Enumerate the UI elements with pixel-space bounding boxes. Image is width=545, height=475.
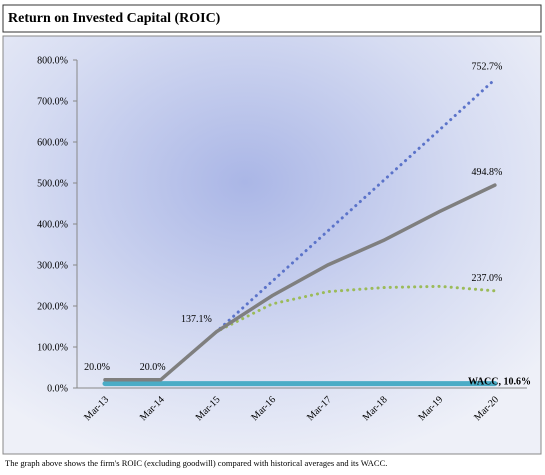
data-label: 20.0% [140,362,166,373]
data-label: 494.8% [471,167,502,178]
data-label: 137.1% [181,314,212,325]
chart-area [2,35,542,455]
y-tick-label: 100.0% [37,343,68,354]
y-tick-label: 600.0% [37,138,68,149]
data-label: 752.7% [471,61,502,72]
y-tick-label: 0.0% [47,384,68,395]
data-label: 237.0% [471,273,502,284]
caption: The graph above shows the firm's ROIC (e… [5,458,387,468]
y-tick-label: 200.0% [37,302,68,313]
y-tick-label: 500.0% [37,179,68,190]
y-tick-label: 300.0% [37,261,68,272]
chart-title: Return on Invested Capital (ROIC) [8,11,221,26]
y-tick-label: 700.0% [37,97,68,108]
data-label: 20.0% [84,362,110,373]
series-line [103,183,497,382]
title-box [2,4,542,33]
data-label: WACC, 10.6% [468,377,531,388]
y-tick-label: 400.0% [37,220,68,231]
y-tick-label: 800.0% [37,56,68,67]
